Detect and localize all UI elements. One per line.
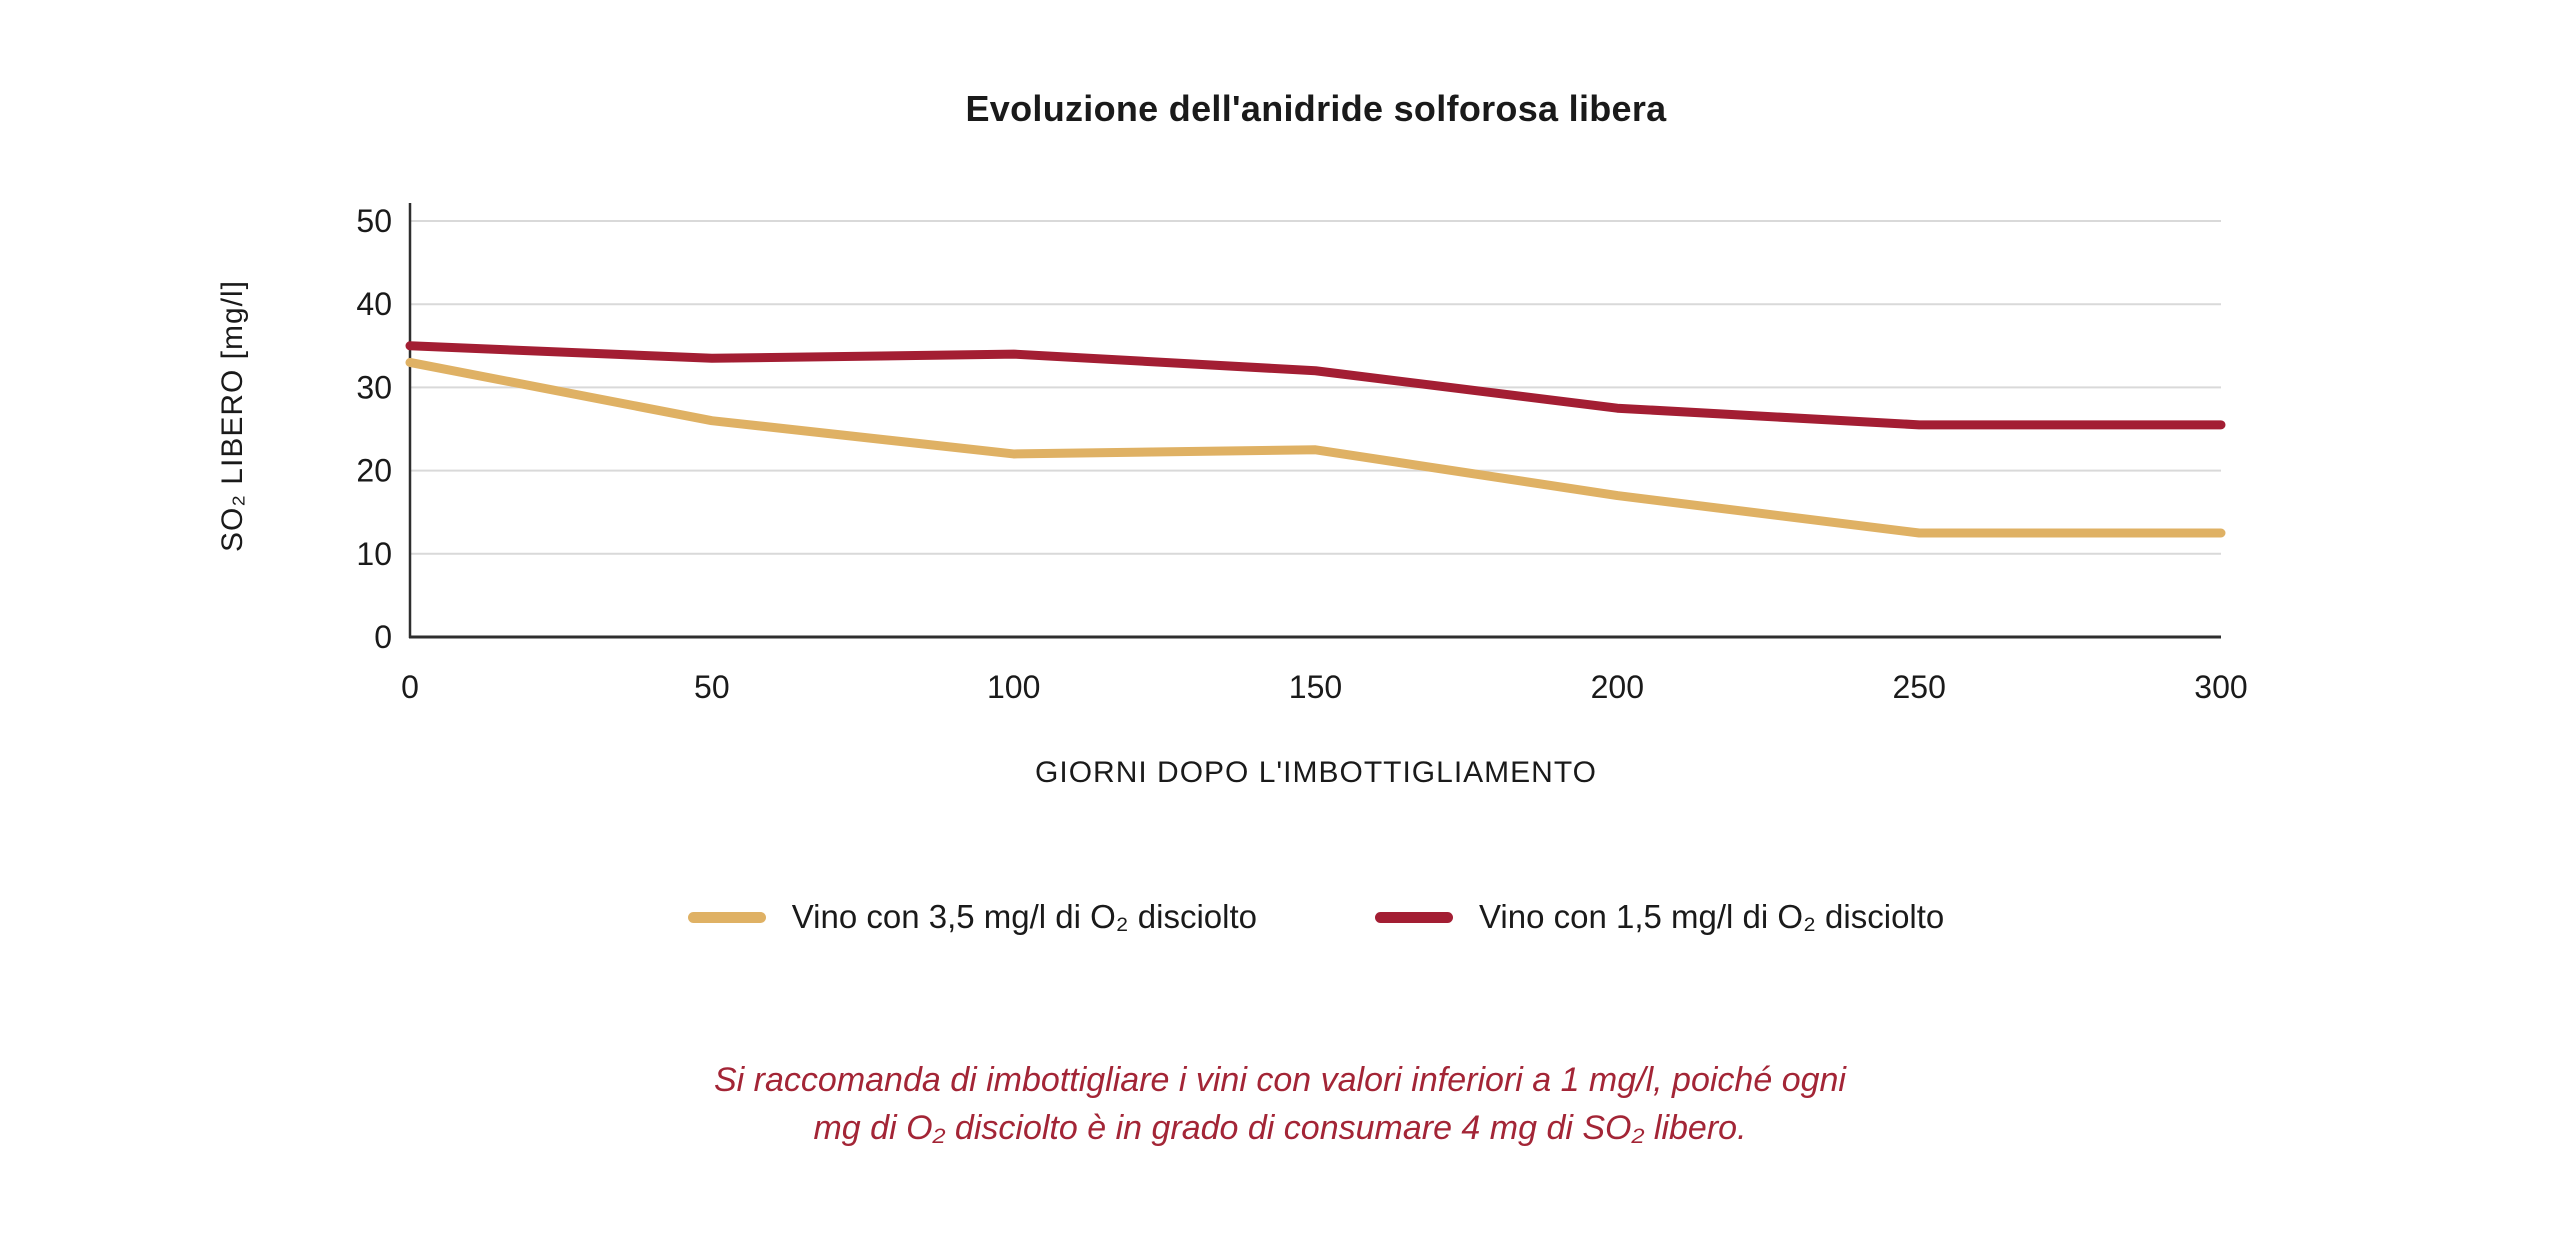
legend-item-wine-3-5: Vino con 3,5 mg/l di O₂ disciolto [687,898,1257,936]
y-tick-label: 40 [356,286,392,322]
x-tick-label: 0 [401,669,419,705]
x-tick-label: 200 [1591,669,1644,705]
x-tick-label: 50 [694,669,730,705]
x-axis-title: GIORNI DOPO L'IMBOTTIGLIAMENTO [1035,756,1597,789]
series-line-0 [405,357,2226,538]
y-tick-label: 10 [356,536,392,572]
footnote-line-2: mg di O₂ disciolto è in grado di consuma… [813,1109,1747,1147]
legend-label: Vino con 3,5 mg/l di O₂ disciolto [791,898,1257,935]
legend-label: Vino con 1,5 mg/l di O₂ disciolto [1479,898,1945,935]
x-tick-label: 250 [1892,669,1945,705]
x-tick-label: 300 [2194,669,2247,705]
footnote: Si raccomanda di imbottigliare i vini co… [0,1056,2560,1152]
legend-line-swatch-yellow [687,911,766,923]
x-tick-label: 150 [1289,669,1342,705]
y-tick-label: 20 [356,453,392,489]
chart-title: Evoluzione dell'anidride solforosa liber… [965,88,1667,129]
y-tick-label: 30 [356,369,392,405]
y-tick-label: 50 [356,203,392,239]
footnote-line-1: Si raccomanda di imbottigliare i vini co… [714,1061,1846,1099]
x-tick-label: 100 [987,669,1040,705]
legend-line-swatch-red [1375,911,1453,923]
y-tick-label: 0 [374,619,392,655]
line-chart: 0 10 20 30 40 50 0 50 100 150 200 250 300 [356,203,2248,705]
series-line-1 [405,341,2226,430]
chart-legend: Vino con 3,5 mg/l di O₂ disciolto Vino c… [410,898,2222,936]
legend-item-wine-1-5: Vino con 1,5 mg/l di O₂ disciolto [1375,898,1944,936]
y-axis-title: SO₂ LIBERO [mg/l] [216,279,249,553]
